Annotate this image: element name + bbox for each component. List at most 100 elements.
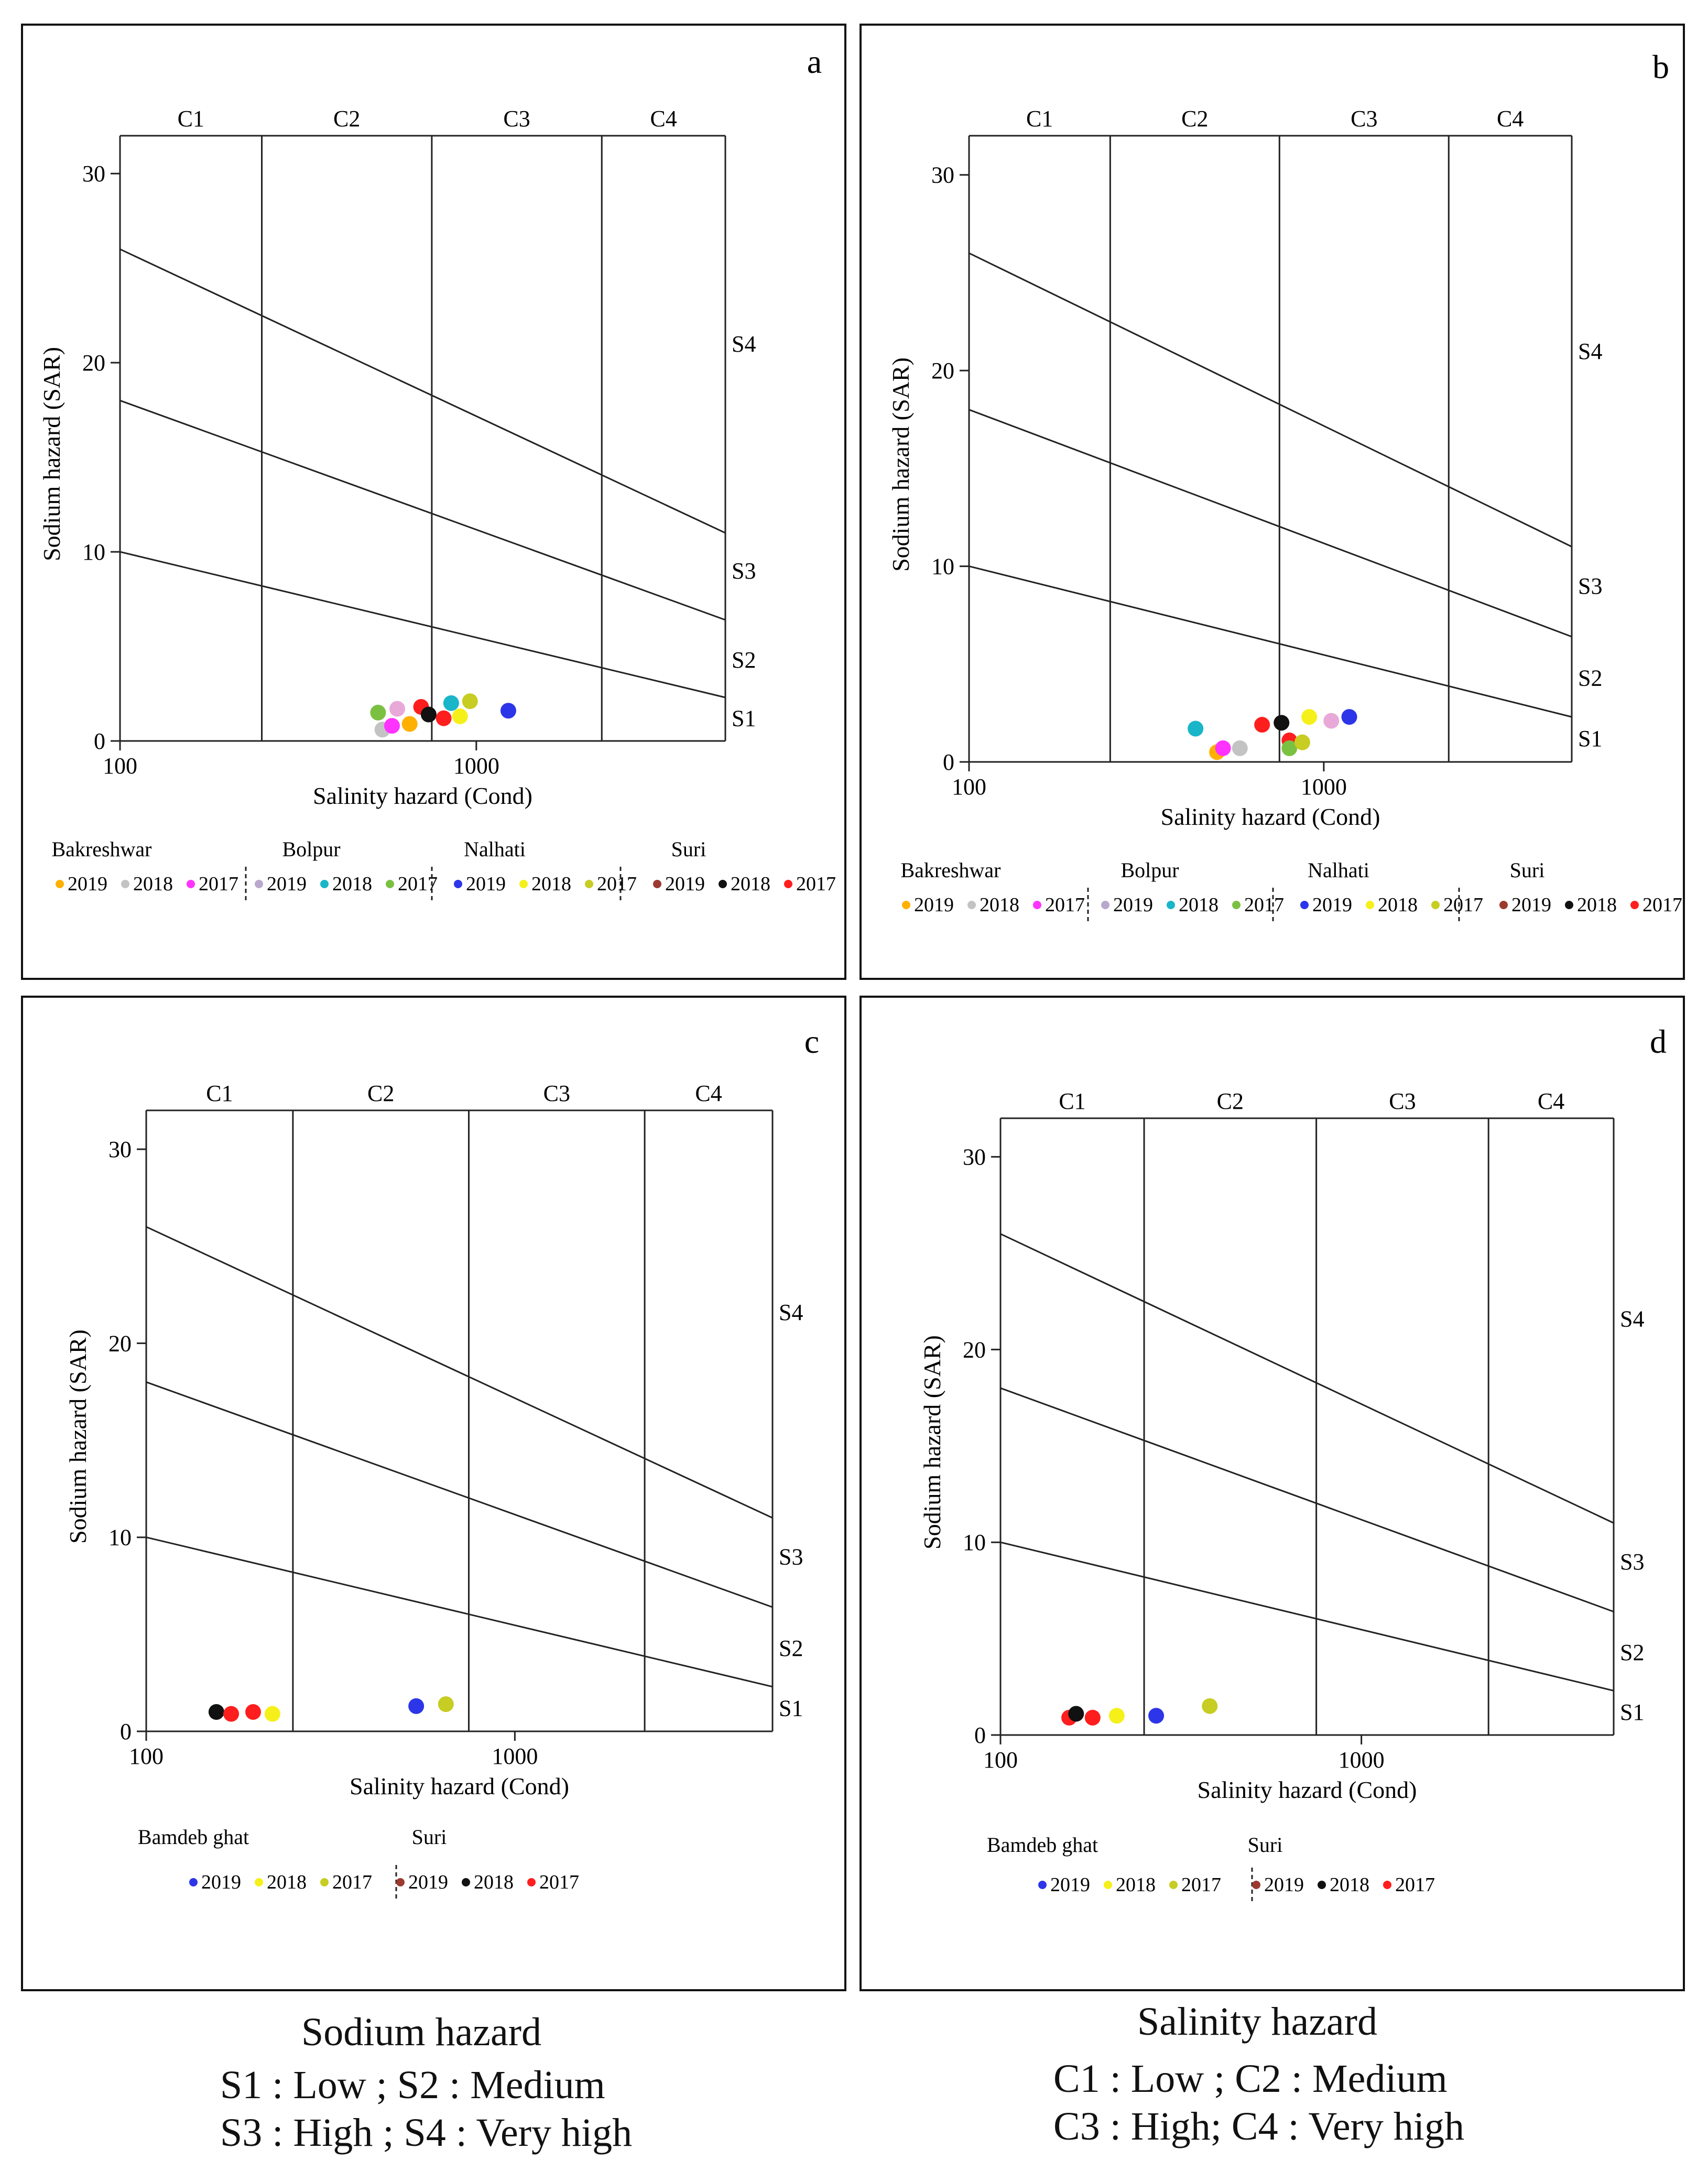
chart-b: b C1 C2 C3 C4 S4 S3 S2 S1 0 10 20 30 100 1000 Salinity … xyxy=(887,48,1682,922)
legend-year-label: 2018 xyxy=(332,873,372,895)
x-tick-label: 1000 xyxy=(453,753,499,779)
legend-marker-black xyxy=(462,1878,470,1886)
legend-year-label: 2017 xyxy=(398,873,438,895)
y-tick-label: 0 xyxy=(943,749,954,775)
sar-line-s3 xyxy=(146,1226,773,1519)
y-tick-label: 30 xyxy=(963,1144,986,1170)
data-point-black xyxy=(1274,715,1290,731)
legend-year-label: 2019 xyxy=(1312,894,1352,916)
x-tick-label: 1000 xyxy=(492,1743,538,1769)
sar-label-s4: S4 xyxy=(1578,339,1602,364)
salinity-hazard-line2: C3 : High; C4 : Very high xyxy=(1053,2104,1464,2148)
data-point-blue xyxy=(408,1698,425,1714)
sar-label-s1: S1 xyxy=(1620,1699,1644,1725)
sodium-hazard-line2: S3 : High ; S4 : Very high xyxy=(220,2111,633,2155)
legend-year-label: 2019 xyxy=(1113,894,1153,916)
data-point-pink xyxy=(1323,713,1340,729)
x-axis-title: Salinity hazard (Cond) xyxy=(1197,1776,1417,1803)
legend-group-title: Bolpur xyxy=(282,837,340,861)
legend-marker-brown xyxy=(396,1878,405,1886)
data-point-cyan xyxy=(443,695,459,711)
panel-letter: a xyxy=(807,43,822,80)
data-point-orange xyxy=(401,716,418,732)
legend-marker-red xyxy=(1630,901,1639,909)
data-point-yellow xyxy=(1301,709,1318,725)
legend-marker-blue xyxy=(1038,1881,1047,1889)
data-point-olive xyxy=(438,1696,454,1712)
legend-group-title: Bolpur xyxy=(1120,858,1179,882)
legend-marker-lightgray xyxy=(967,901,976,909)
class-label-c2: C2 xyxy=(367,1081,394,1106)
sar-line-s3 xyxy=(969,252,1572,548)
legend-year-label: 2018 xyxy=(267,1871,307,1893)
legend-year-label: 2017 xyxy=(1244,894,1284,916)
sar-line-s3 xyxy=(119,248,726,534)
class-label-c4: C4 xyxy=(1538,1088,1564,1114)
legend-year-label: 2017 xyxy=(332,1871,372,1893)
legend-year-label: 2019 xyxy=(1050,1874,1090,1896)
legend-year-label: 2017 xyxy=(1045,894,1085,916)
legend-year-label: 2017 xyxy=(1642,894,1682,916)
panel-b: b C1 C2 C3 C4 S4 S3 S2 S1 0 10 20 30 100 1000 Salinity … xyxy=(860,24,1685,980)
class-label-c4: C4 xyxy=(1497,106,1524,132)
y-tick-label: 0 xyxy=(974,1722,986,1748)
legend-marker-brown xyxy=(653,880,661,888)
y-tick-label: 10 xyxy=(963,1530,986,1555)
legend-marker-yellow xyxy=(519,880,528,888)
data-point-olive xyxy=(1294,734,1310,750)
data-point-red xyxy=(223,1706,240,1722)
sar-label-s3: S3 xyxy=(732,558,756,584)
legend-marker-orange xyxy=(902,901,910,909)
panel-a: a C1 C2 C3 C4 S4 S3 S2 S1 0 10 20 30 100 1000 Salinity … xyxy=(21,24,846,980)
sar-line-s2 xyxy=(146,1381,773,1608)
y-tick-label: 20 xyxy=(931,358,954,384)
legend-marker-black xyxy=(719,880,727,888)
data-point-pink xyxy=(389,701,406,717)
data-point-olive xyxy=(1202,1698,1218,1714)
legend-year-label: 2018 xyxy=(474,1871,514,1893)
legend-group-title: Suri xyxy=(1510,858,1545,882)
y-axis-title: Sodium hazard (SAR) xyxy=(887,357,914,572)
sar-label-s2: S2 xyxy=(732,647,756,673)
y-axis-title: Sodium hazard (SAR) xyxy=(38,347,65,561)
data-point-blue xyxy=(1148,1708,1165,1724)
legend-marker-red xyxy=(784,880,792,888)
y-tick-label: 10 xyxy=(931,554,954,580)
y-tick-label: 20 xyxy=(108,1330,132,1356)
legend-marker-green xyxy=(386,880,394,888)
x-axis-title: Salinity hazard (Cond) xyxy=(313,782,532,809)
data-point-yellow xyxy=(452,708,468,725)
y-tick-label: 10 xyxy=(82,539,105,565)
x-tick-label: 1000 xyxy=(1301,774,1347,800)
legend-group-title: Suri xyxy=(671,837,706,861)
sar-label-s4: S4 xyxy=(732,331,756,357)
data-point-yellow xyxy=(264,1706,280,1722)
chart-c: c C1 C2 C3 C4 S4 S3 S2 S1 0 10 20 30 100 1000 Salinity … xyxy=(64,1023,819,1899)
data-point-blue xyxy=(1341,709,1357,725)
sar-label-s1: S1 xyxy=(1578,726,1602,751)
sar-line-s2 xyxy=(119,399,726,621)
legend-group-title: Bamdeb ghat xyxy=(987,1833,1098,1857)
legend-year-label: 2019 xyxy=(466,873,506,895)
legend-marker-blue xyxy=(454,880,462,888)
legend-year-label: 2017 xyxy=(597,873,637,895)
data-point-red xyxy=(245,1704,262,1720)
sar-line-s1 xyxy=(1000,1541,1614,1692)
sodium-hazard-title: Sodium hazard xyxy=(301,2010,542,2054)
legend-group-title: Bakreshwar xyxy=(51,837,151,861)
legend-marker-orange xyxy=(56,880,64,888)
legend-year-label: 2019 xyxy=(408,1871,448,1893)
y-tick-label: 10 xyxy=(108,1525,132,1551)
x-tick-label: 100 xyxy=(129,1743,164,1769)
x-tick-label: 100 xyxy=(103,753,137,779)
panel-d: d C1 C2 C3 C4 S4 S3 S2 S1 0 10 20 30 100 1000 Salinity … xyxy=(860,996,1685,1991)
legend-year-label: 2019 xyxy=(914,894,954,916)
legend-year-label: 2019 xyxy=(201,1871,241,1893)
sar-label-s2: S2 xyxy=(1620,1640,1644,1665)
legend-marker-green xyxy=(1232,901,1241,909)
class-label-c2: C2 xyxy=(333,106,360,132)
legend-marker-olive xyxy=(585,880,593,888)
legend-marker-olive xyxy=(1431,901,1440,909)
legend-year-label: 2019 xyxy=(267,873,307,895)
legend-marker-red xyxy=(1383,1881,1391,1889)
